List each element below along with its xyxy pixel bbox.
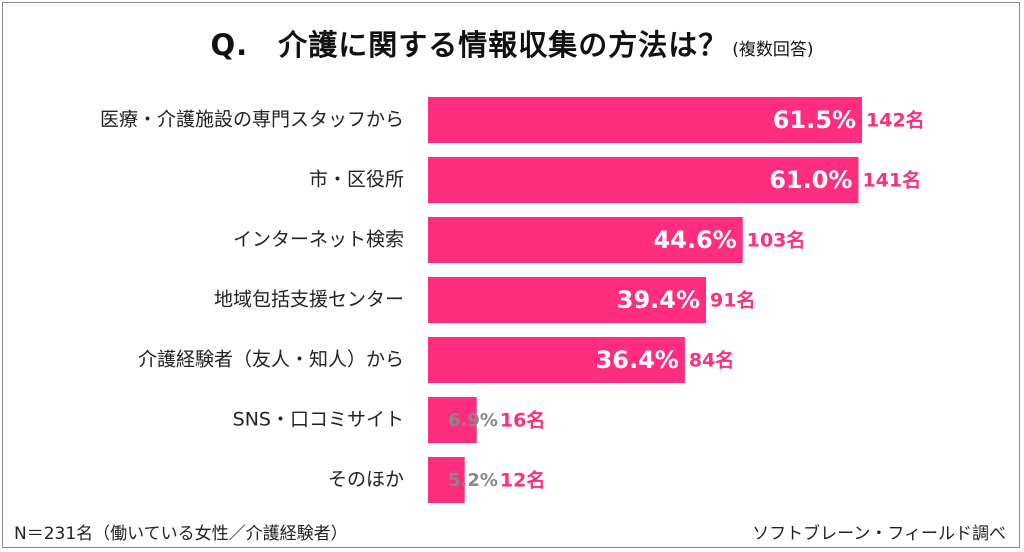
source-note: ソフトブレーン・フィールド調べ [752, 524, 1006, 544]
percent-label: 61.5% [773, 106, 856, 134]
count-label: 12名 [500, 469, 545, 492]
category-label: 医療・介護施設の専門スタッフから [100, 109, 404, 131]
count-label: 142名 [866, 109, 925, 132]
category-label: 介護経験者（友人・知人）から [138, 349, 404, 371]
bar [428, 277, 707, 323]
count-label: 141名 [862, 169, 921, 192]
bar [428, 157, 859, 203]
title-area: Q. 介護に関する情報収集の方法は？ (複数回答) [0, 22, 1024, 64]
count-label: 103名 [747, 229, 806, 252]
category-label: 地域包括支援センター [214, 289, 404, 311]
count-label: 84名 [689, 349, 734, 372]
percent-label: 44.6% [653, 226, 736, 254]
category-label: そのほか [328, 469, 404, 491]
category-label: SNS・口コミサイト [233, 409, 404, 431]
chart-subtitle: (複数回答) [732, 40, 814, 60]
percent-label: 36.4% [596, 346, 679, 374]
count-label: 16名 [500, 409, 545, 432]
percent-label: 39.4% [617, 286, 700, 314]
percent-label: 5.2% [448, 470, 498, 491]
bar [428, 217, 743, 263]
bar [428, 337, 685, 383]
chart-title-text: Q. 介護に関する情報収集の方法は？ [210, 28, 729, 62]
category-label: 市・区役所 [309, 169, 404, 191]
bar [428, 457, 465, 503]
bar [428, 397, 477, 443]
count-label: 91名 [710, 289, 755, 312]
percent-label: 61.0% [769, 166, 852, 194]
chart-title: Q. 介護に関する情報収集の方法は？ (複数回答) [211, 22, 814, 64]
bar [428, 97, 862, 143]
percent-label: 6.9% [448, 410, 498, 431]
category-label: インターネット検索 [233, 229, 404, 251]
sample-size-note: N＝231名（働いている女性／介護経験者） [14, 524, 348, 544]
